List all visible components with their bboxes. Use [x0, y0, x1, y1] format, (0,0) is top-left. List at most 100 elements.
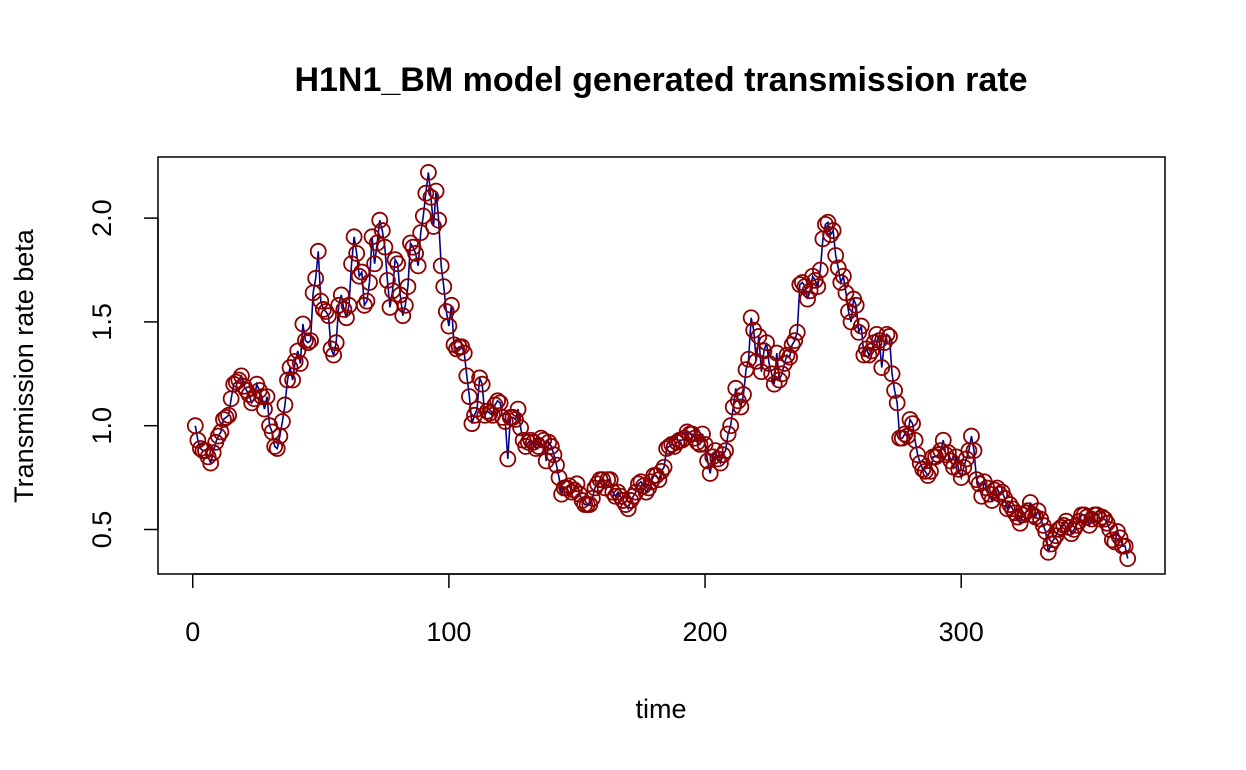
data-point: [732, 398, 750, 416]
data-point: [809, 278, 827, 296]
data-point: [916, 462, 934, 480]
data-point: [330, 296, 348, 314]
data-point: [386, 251, 404, 269]
y-axis-label: Transmission rate beta: [9, 228, 39, 503]
data-point: [1083, 510, 1101, 528]
data-point: [986, 481, 1003, 499]
data-point: [883, 365, 901, 383]
data-point: [253, 388, 271, 406]
data-point: [217, 408, 235, 426]
data-point: [758, 334, 775, 352]
data-point: [432, 257, 450, 275]
data-point: [266, 438, 284, 455]
data-point: [473, 375, 491, 393]
data-point: [499, 450, 517, 468]
data-point: [824, 222, 842, 239]
data-point: [781, 348, 798, 366]
data-point: [366, 255, 384, 273]
data-point: [307, 269, 325, 287]
data-point: [389, 255, 407, 273]
data-point: [379, 271, 396, 289]
data-point: [819, 213, 837, 231]
data-point: [1096, 510, 1114, 528]
data-point: [563, 483, 581, 501]
data-point: [594, 471, 611, 489]
data-point: [1016, 504, 1034, 522]
data-point: [235, 377, 253, 395]
data-point: [1119, 550, 1137, 567]
data-point: [458, 367, 476, 385]
data-point: [799, 290, 816, 308]
x-tick-label: 300: [939, 617, 984, 647]
data-point: [309, 242, 327, 260]
data-point: [955, 458, 973, 476]
data-point: [455, 344, 473, 362]
data-point: [507, 411, 524, 428]
data-point: [419, 164, 437, 181]
data-point: [299, 334, 317, 352]
series-line: [194, 172, 1129, 559]
data-point: [345, 228, 363, 246]
y-tick-label: 1.5: [87, 303, 117, 341]
data-point: [778, 346, 796, 364]
data-point: [440, 317, 458, 335]
data-point: [284, 371, 302, 389]
data-point: [1042, 535, 1060, 553]
data-point: [276, 396, 294, 414]
data-point: [653, 462, 670, 480]
data-point: [691, 435, 709, 453]
data-point: [335, 301, 353, 318]
data-point: [407, 245, 424, 262]
data-point: [302, 332, 319, 349]
data-point: [740, 350, 757, 368]
data-point: [878, 325, 896, 343]
data-point: [212, 423, 230, 441]
data-point: [414, 207, 432, 225]
data-point: [494, 408, 512, 426]
data-point: [904, 415, 921, 433]
y-tick-label: 0.5: [87, 511, 117, 549]
data-point: [1006, 504, 1024, 522]
data-point: [694, 425, 711, 443]
data-point: [233, 367, 250, 385]
x-axis-label: time: [635, 694, 686, 724]
data-point: [294, 315, 312, 333]
data-point: [417, 184, 435, 202]
data-point: [881, 328, 898, 345]
data-point: [719, 425, 737, 443]
data-point: [714, 446, 732, 464]
data-point: [622, 492, 640, 509]
data-point: [822, 226, 839, 244]
data-point: [655, 458, 673, 476]
data-point: [430, 211, 448, 229]
x-tick-label: 0: [185, 617, 200, 647]
data-point: [735, 386, 752, 403]
data-point: [609, 483, 627, 501]
data-point: [545, 446, 563, 464]
y-tick-label: 1.0: [87, 407, 117, 445]
data-point: [327, 334, 345, 352]
data-point: [435, 278, 453, 296]
data-point: [268, 440, 286, 457]
data-point: [376, 238, 394, 256]
data-point: [220, 406, 237, 424]
data-point: [773, 365, 791, 383]
data-point: [215, 411, 232, 428]
data-point: [834, 267, 852, 285]
data-point: [209, 427, 227, 445]
data-point: [297, 332, 314, 349]
data-point: [402, 234, 419, 252]
data-point: [788, 323, 806, 341]
data-point: [548, 456, 565, 474]
data-point: [325, 346, 343, 364]
data-point: [361, 274, 378, 291]
data-point: [583, 489, 601, 507]
data-point: [320, 307, 337, 325]
data-point: [965, 442, 983, 460]
data-point: [1029, 502, 1047, 520]
data-point: [312, 292, 330, 310]
data-point: [371, 211, 389, 229]
data-point: [509, 400, 527, 418]
data-point: [612, 487, 629, 505]
data-point: [1065, 521, 1083, 538]
